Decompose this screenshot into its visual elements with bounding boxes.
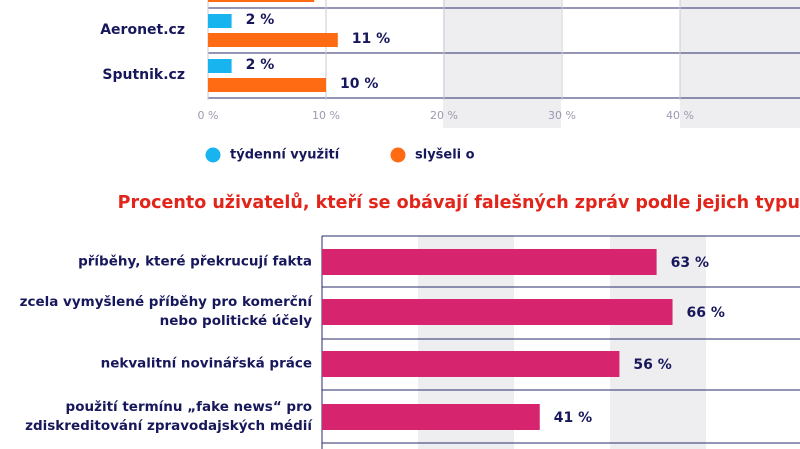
x-tick-label: 40 % xyxy=(666,109,694,122)
bar xyxy=(322,249,657,275)
x-tick-label: 0 % xyxy=(198,109,219,122)
legend-label: slyšeli o xyxy=(415,148,475,163)
x-tick-label: 10 % xyxy=(312,109,340,122)
bar xyxy=(208,14,232,28)
value-label: 66 % xyxy=(687,305,725,321)
chart-title: Procento uživatelů, kteří se obávají fal… xyxy=(118,191,800,213)
category-label: Aeronet.cz xyxy=(100,22,185,38)
value-label: 9 % xyxy=(328,0,357,2)
category-label: nekvalitní novinářská práce xyxy=(100,355,312,372)
legend-marker xyxy=(205,147,221,163)
bar xyxy=(208,33,338,47)
legend-marker xyxy=(390,147,406,163)
bar xyxy=(322,351,620,377)
bar xyxy=(322,299,673,325)
legend-label: týdenní využití xyxy=(230,148,341,163)
value-label: 63 % xyxy=(671,255,709,271)
x-tick-label: 30 % xyxy=(548,109,576,122)
category-label: Sputnik.cz xyxy=(102,67,185,83)
value-label: 10 % xyxy=(340,76,378,92)
category-label: použití termínu „fake news“ pro zdiskred… xyxy=(25,399,312,434)
value-label: 2 % xyxy=(246,12,275,28)
category-label: příběhy, které překrucují fakta xyxy=(78,253,312,270)
bar xyxy=(208,78,326,92)
x-tick-label: 20 % xyxy=(430,109,458,122)
value-label: 41 % xyxy=(554,410,592,426)
bar xyxy=(208,59,232,73)
value-label: 56 % xyxy=(633,357,671,373)
value-label: 2 % xyxy=(246,57,275,73)
bar xyxy=(208,0,315,2)
bar xyxy=(322,404,540,430)
category-label: zcela vymyšlené příběhy pro komerční neb… xyxy=(19,294,312,329)
band xyxy=(443,0,561,128)
band xyxy=(680,0,800,128)
value-label: 11 % xyxy=(352,31,390,47)
